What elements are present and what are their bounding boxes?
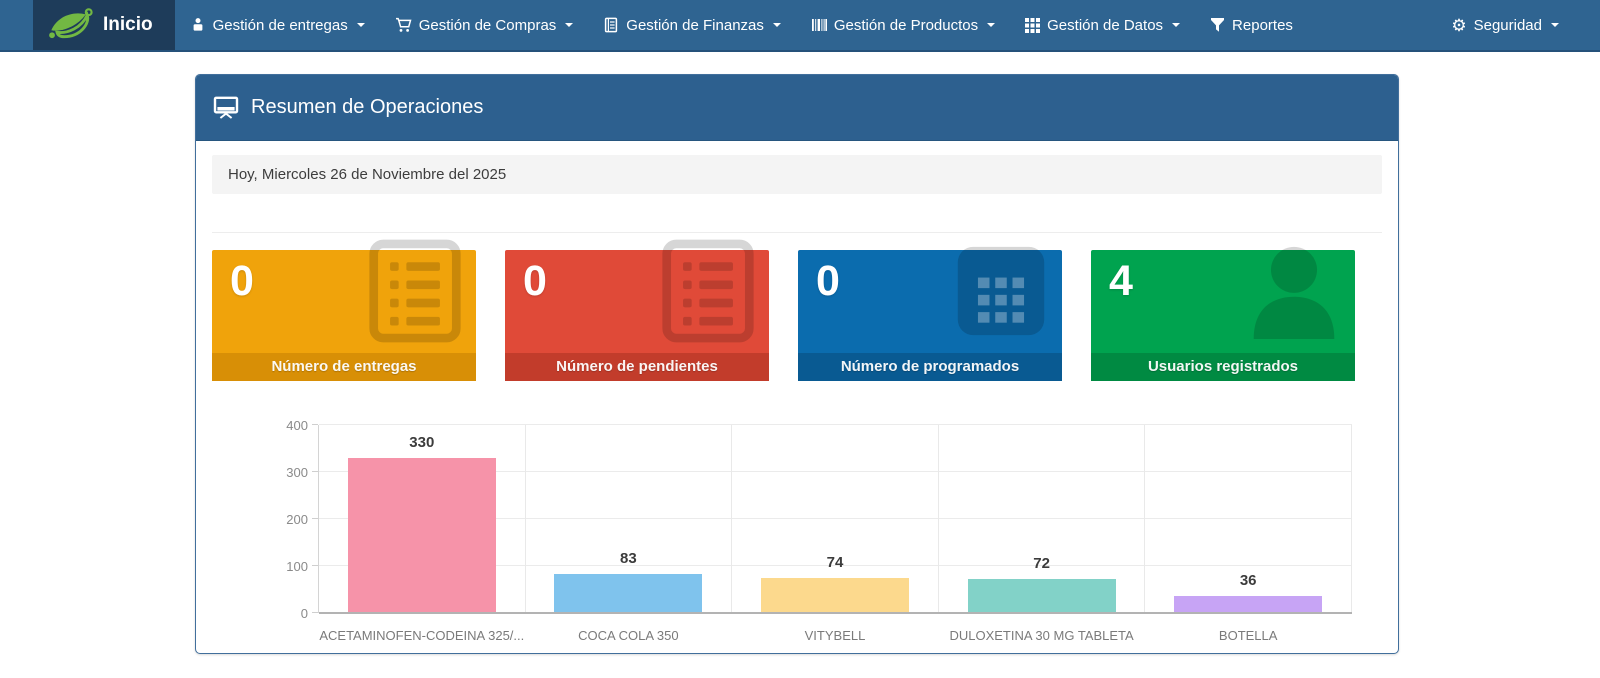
top-navbar: Inicio Gestión de entregas Gestión de Co… bbox=[0, 0, 1600, 52]
bar-value-label: 74 bbox=[826, 554, 844, 572]
bar-column: 72 DULOXETINA 30 MG TABLETA bbox=[939, 425, 1146, 643]
chevron-down-icon bbox=[565, 23, 574, 27]
gridline bbox=[319, 471, 1352, 472]
chevron-down-icon bbox=[356, 23, 365, 27]
stat-label: Número de programados bbox=[798, 353, 1062, 381]
bar-value-label: 330 bbox=[409, 433, 435, 451]
monitor-icon bbox=[213, 96, 239, 119]
date-text: Hoy, Miercoles 26 de Noviembre del 2025 bbox=[212, 155, 1382, 194]
nav-item-seguridad[interactable]: ⚙ Seguridad bbox=[1436, 0, 1574, 50]
divider bbox=[212, 232, 1382, 233]
y-tick-label: 400 bbox=[286, 418, 308, 433]
chevron-down-icon bbox=[1551, 23, 1559, 27]
chevron-down-icon bbox=[987, 23, 996, 27]
y-tick-mark bbox=[312, 565, 318, 566]
bar-chart: 0 100 200 300 400 330 ACETAMINOFEN-CODEINA 32… bbox=[270, 418, 1382, 643]
bar-value-label: 36 bbox=[1239, 572, 1257, 590]
bar-column: 74 VITYBELL bbox=[732, 425, 939, 643]
stat-value: 0 bbox=[523, 257, 547, 305]
calendar-icon bbox=[957, 246, 1045, 336]
stat-value: 4 bbox=[1109, 257, 1133, 305]
y-tick-mark bbox=[312, 471, 318, 472]
y-tick-label: 0 bbox=[300, 606, 308, 621]
nav-item-reportes[interactable]: Reportes bbox=[1195, 0, 1308, 50]
grid-icon bbox=[1025, 17, 1041, 33]
plot-area: 330 ACETAMINOFEN-CODEINA 325/... 83 COCA CO… bbox=[318, 424, 1352, 643]
nav-label: Gestión de Datos bbox=[1047, 16, 1164, 34]
gridline bbox=[319, 518, 1352, 519]
stats-row: 0 Número de entregas 0 bbox=[212, 239, 1382, 381]
bar-value-label: 72 bbox=[1033, 555, 1050, 573]
bar-category-label: DULOXETINA 30 MG TABLETA bbox=[949, 628, 1134, 643]
y-tick-label: 300 bbox=[286, 465, 308, 480]
panel-body: Hoy, Miercoles 26 de Noviembre del 2025 … bbox=[196, 141, 1398, 653]
chevron-down-icon bbox=[1172, 23, 1181, 27]
filter-icon bbox=[1211, 18, 1225, 32]
bar-category-label: COCA COLA 350 bbox=[578, 628, 679, 643]
y-tick-mark bbox=[312, 518, 318, 519]
bar-column: 83 COCA COLA 350 bbox=[526, 425, 733, 643]
nav-label: Gestión de Finanzas bbox=[626, 16, 764, 34]
stat-card-pendientes: 0 Número de pendientes bbox=[505, 239, 769, 381]
y-tick-mark bbox=[312, 612, 318, 613]
nav-label: Gestión de Productos bbox=[833, 16, 979, 34]
stat-value: 0 bbox=[230, 257, 254, 305]
ledger-icon bbox=[605, 17, 618, 33]
navbar-spacer bbox=[1308, 0, 1436, 50]
bar[interactable] bbox=[347, 457, 496, 613]
bar-category-label: VITYBELL bbox=[804, 628, 866, 643]
list-icon bbox=[369, 239, 461, 343]
panel-header: Resumen de Operaciones bbox=[196, 75, 1398, 141]
list-icon bbox=[662, 239, 754, 343]
brand-home-link[interactable]: Inicio bbox=[33, 0, 175, 50]
nav-label: Seguridad bbox=[1473, 16, 1542, 34]
leaf-logo-icon bbox=[47, 6, 93, 45]
bar-column: 330 ACETAMINOFEN-CODEINA 325/... bbox=[319, 425, 526, 643]
y-axis: 0 100 200 300 400 bbox=[270, 418, 318, 621]
brand-label: Inicio bbox=[103, 14, 153, 35]
gear-icon: ⚙ bbox=[1451, 15, 1467, 35]
nav-item-gestion-compras[interactable]: Gestión de Compras bbox=[380, 0, 589, 50]
y-tick-label: 200 bbox=[286, 512, 308, 527]
stat-label: Número de entregas bbox=[212, 353, 476, 381]
resumen-panel: Resumen de Operaciones Hoy, Miercoles 26… bbox=[195, 74, 1399, 654]
nav-item-gestion-finanzas[interactable]: Gestión de Finanzas bbox=[588, 0, 796, 50]
stat-card-usuarios: 4 Usuarios registrados bbox=[1091, 246, 1355, 381]
right-menu: ⚙ Seguridad bbox=[1436, 0, 1600, 50]
gridline bbox=[319, 565, 1352, 566]
y-tick-label: 100 bbox=[286, 559, 308, 574]
x-axis-line bbox=[319, 612, 1352, 614]
stat-card-programados: 0 Número de programados bbox=[798, 246, 1062, 381]
cart-icon bbox=[395, 17, 412, 32]
bar[interactable] bbox=[1174, 596, 1323, 613]
gridline bbox=[319, 424, 1352, 425]
nav-label: Reportes bbox=[1232, 16, 1293, 34]
panel-title: Resumen de Operaciones bbox=[251, 96, 484, 118]
stat-card-entregas: 0 Número de entregas bbox=[212, 239, 476, 381]
bar[interactable] bbox=[554, 574, 703, 613]
bar[interactable] bbox=[967, 579, 1116, 613]
barcode-icon bbox=[811, 19, 827, 31]
nav-item-gestion-productos[interactable]: Gestión de Productos bbox=[796, 0, 1010, 50]
stat-label: Número de pendientes bbox=[505, 353, 769, 381]
stat-value: 0 bbox=[816, 257, 840, 305]
chevron-down-icon bbox=[772, 23, 781, 27]
person-icon bbox=[193, 18, 203, 31]
nav-label: Gestión de entregas bbox=[212, 16, 348, 34]
bar-category-label: BOTELLA bbox=[1218, 628, 1278, 643]
nav-item-gestion-datos[interactable]: Gestión de Datos bbox=[1010, 0, 1195, 50]
main-menu: Gestión de entregas Gestión de Compras G… bbox=[175, 0, 1308, 50]
stat-label: Usuarios registrados bbox=[1091, 353, 1355, 381]
bar-value-label: 83 bbox=[620, 550, 637, 567]
nav-label: Gestión de Compras bbox=[418, 16, 557, 34]
bar-column: 36 BOTELLA bbox=[1145, 425, 1352, 643]
bar[interactable] bbox=[760, 578, 909, 613]
nav-item-gestion-entregas[interactable]: Gestión de entregas bbox=[175, 0, 380, 50]
y-tick-mark bbox=[312, 424, 318, 425]
bar-category-label: ACETAMINOFEN-CODEINA 325/... bbox=[319, 628, 525, 643]
user-icon bbox=[1253, 246, 1335, 339]
page-content: Resumen de Operaciones Hoy, Miercoles 26… bbox=[0, 52, 1600, 654]
